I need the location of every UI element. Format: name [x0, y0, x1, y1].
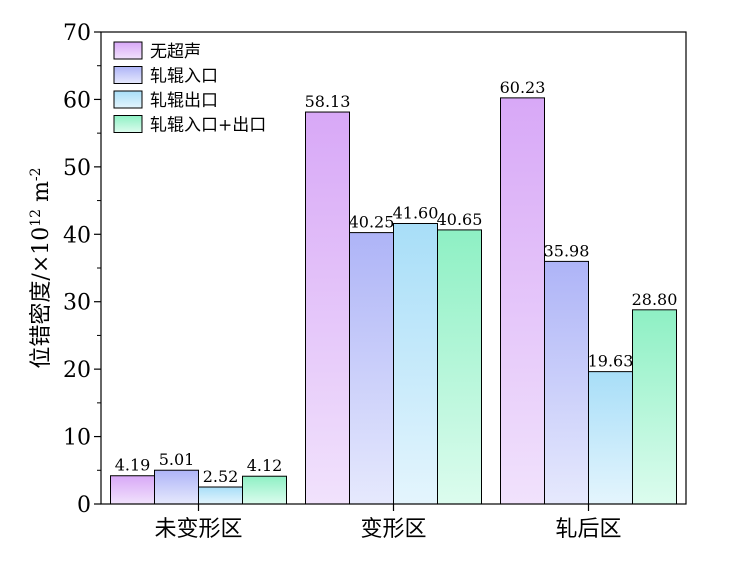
legend-swatch — [113, 115, 143, 133]
legend-label: 无超声 — [150, 42, 201, 62]
bar — [110, 475, 155, 505]
y-tick-label: 20 — [63, 358, 91, 383]
legend-swatch — [113, 41, 143, 60]
legend-swatch — [113, 90, 143, 109]
legend-swatch — [113, 66, 143, 84]
bar — [242, 475, 287, 505]
legend-label: 轧辊入口+出口 — [150, 116, 266, 136]
bars-group — [110, 97, 677, 505]
bar-value-label: 4.12 — [247, 456, 283, 475]
y-axis-title-unit: m — [29, 181, 54, 209]
bar — [154, 469, 199, 505]
x-tick-label: 变形区 — [360, 517, 426, 542]
y-tick-label: 50 — [63, 156, 91, 181]
bar — [544, 260, 589, 505]
legend-label: 轧辊入口 — [150, 67, 218, 87]
bar — [305, 111, 350, 505]
bar — [437, 229, 482, 505]
legend-label: 轧辊出口 — [150, 91, 218, 111]
bar — [632, 309, 677, 505]
bar — [349, 232, 394, 505]
bar-value-label: 40.25 — [349, 213, 395, 232]
bar-value-label: 5.01 — [159, 450, 195, 469]
y-axis: 0 10 20 30 40 50 60 70 — [63, 21, 101, 518]
y-axis-title: 位错密度/×1012 m-2 — [28, 167, 54, 368]
bar-value-label: 19.63 — [588, 352, 634, 371]
y-axis-title-exp1: 12 — [28, 209, 44, 227]
y-tick-label: 60 — [63, 88, 91, 113]
x-tick-label: 轧后区 — [555, 517, 621, 542]
bar — [393, 222, 438, 505]
bar — [588, 371, 633, 505]
bar-value-label: 2.52 — [203, 467, 239, 486]
bar — [198, 486, 243, 505]
x-tick-label: 未变形区 — [154, 517, 242, 542]
y-axis-title-main: 位错密度/×10 — [29, 227, 54, 369]
bar-value-label: 28.80 — [632, 290, 678, 309]
y-tick-label: 10 — [63, 426, 91, 451]
bar-value-label: 41.60 — [393, 203, 439, 222]
y-tick-label: 0 — [77, 493, 91, 518]
y-tick-label: 40 — [63, 223, 91, 248]
bar-value-label: 60.23 — [500, 78, 546, 97]
y-axis-title-exp2: -2 — [28, 167, 44, 181]
y-tick-label: 70 — [63, 21, 91, 46]
x-axis: 未变形区 变形区 轧后区 — [154, 504, 622, 542]
bar-value-label: 35.98 — [544, 241, 590, 260]
bar-value-label: 4.19 — [115, 456, 151, 475]
y-tick-label: 30 — [63, 291, 91, 316]
bar-value-label: 40.65 — [437, 210, 483, 229]
bar-value-label: 58.13 — [305, 92, 351, 111]
bar — [500, 97, 545, 505]
